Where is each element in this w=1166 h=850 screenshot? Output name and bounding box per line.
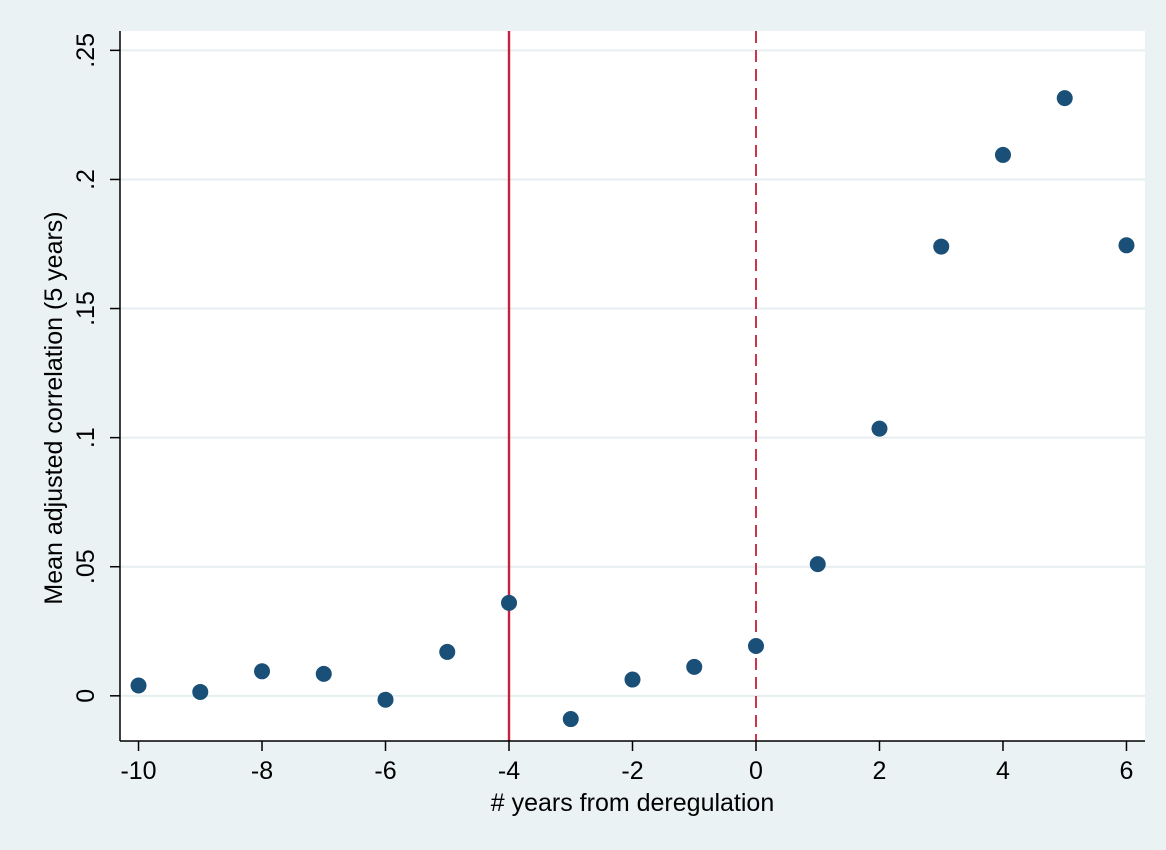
y-tick-label: 0 xyxy=(72,689,100,703)
x-tick-label: 2 xyxy=(873,757,887,785)
y-tick-label: .15 xyxy=(72,291,100,326)
y-tick-label: .25 xyxy=(72,33,100,68)
data-point xyxy=(686,658,703,675)
x-tick-label: 6 xyxy=(1120,757,1134,785)
data-point xyxy=(747,637,764,654)
x-tick-label: -4 xyxy=(498,757,520,785)
y-tick-label: .2 xyxy=(72,169,100,190)
data-point xyxy=(562,711,579,728)
x-tick-label: -8 xyxy=(251,757,273,785)
y-tick-label: .1 xyxy=(72,427,100,448)
data-point xyxy=(501,594,518,611)
data-point xyxy=(254,663,271,680)
data-points xyxy=(130,90,1135,728)
data-point xyxy=(624,671,641,688)
data-point xyxy=(994,146,1011,163)
x-tick-label: -10 xyxy=(120,757,156,785)
data-point xyxy=(192,683,209,700)
y-tick-label: .05 xyxy=(72,549,100,584)
data-point xyxy=(809,556,826,573)
data-point xyxy=(1056,90,1073,107)
reference-lines xyxy=(507,31,757,741)
x-tick-label: 4 xyxy=(996,757,1010,785)
data-point xyxy=(1118,237,1135,254)
data-point xyxy=(439,643,456,660)
x-axis-ticks: -10 -8 -6 -4 -2 0 2 4 6 xyxy=(120,741,1133,785)
x-tick-label: -2 xyxy=(621,757,643,785)
data-point xyxy=(315,665,332,682)
x-axis-title: # years from deregulation xyxy=(491,789,774,817)
y-axis-title: Mean adjusted correlation (5 years) xyxy=(40,211,68,604)
y-axis-ticks: 0 .05 .1 .15 .2 .25 xyxy=(72,33,120,703)
x-tick-label: 0 xyxy=(749,757,763,785)
plot-area xyxy=(120,31,1145,741)
data-point xyxy=(933,238,950,255)
gridlines xyxy=(120,49,1145,697)
data-point xyxy=(130,677,147,694)
x-tick-label: -6 xyxy=(374,757,396,785)
data-point xyxy=(871,420,888,437)
data-point xyxy=(377,691,394,708)
